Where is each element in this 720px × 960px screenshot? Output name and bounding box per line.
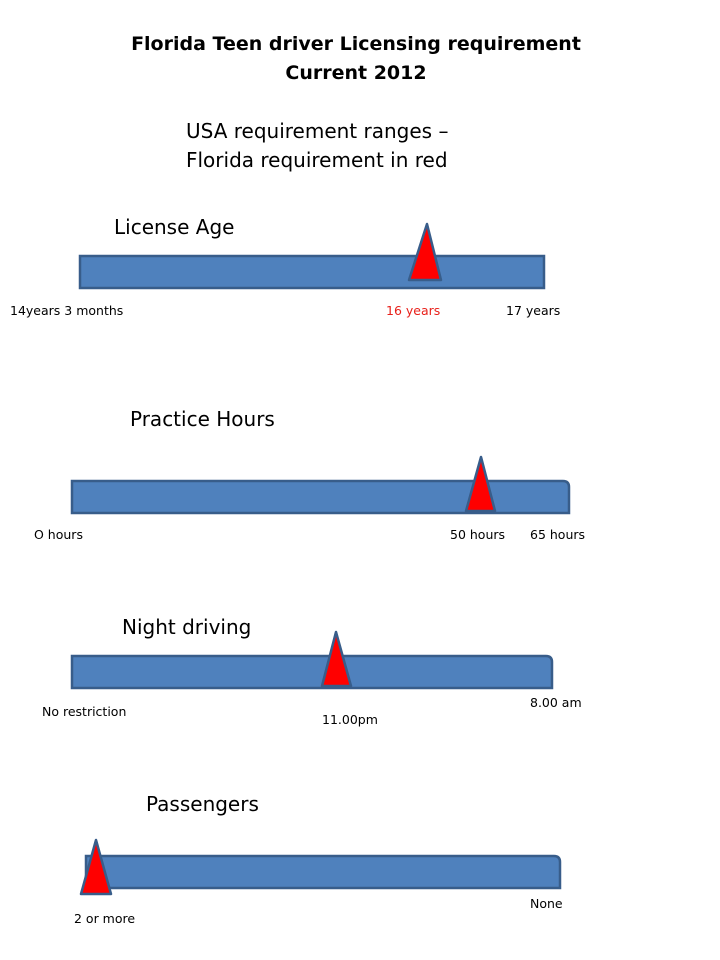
- page-title-line-2: Current 2012: [285, 62, 427, 84]
- passengers-heading: Passengers: [146, 792, 259, 816]
- practice-hours-heading: Practice Hours: [130, 407, 275, 431]
- night-driving-min-label: No restriction: [42, 704, 127, 719]
- passengers-max-label: None: [530, 896, 563, 911]
- license-age-florida-label: 16 years: [386, 303, 441, 318]
- subtitle-line-2: Florida requirement in red: [186, 148, 448, 172]
- license-age-heading: License Age: [114, 215, 235, 239]
- practice-hours-max-label: 65 hours: [530, 527, 586, 542]
- license-age-max-label: 17 years: [506, 303, 561, 318]
- night-driving-max-label: 8.00 am: [530, 695, 582, 710]
- passengers-min-label: 2 or more: [74, 911, 136, 926]
- night-driving-heading: Night driving: [122, 615, 252, 639]
- subtitle-line-1: USA requirement ranges –: [186, 119, 449, 143]
- practice-hours-florida-marker: [464, 455, 497, 513]
- license-age-min-label: 14years 3 months: [10, 303, 124, 318]
- passengers-bar: [84, 854, 562, 890]
- night-driving-florida-label: 11.00pm: [322, 712, 378, 727]
- license-age-florida-marker: [407, 222, 443, 282]
- passengers-florida-marker: [79, 838, 113, 896]
- night-driving-bar: [70, 654, 554, 690]
- practice-hours-min-label: O hours: [34, 527, 83, 542]
- license-age-bar: [78, 254, 546, 290]
- night-driving-florida-marker: [320, 630, 353, 688]
- practice-hours-bar: [70, 479, 571, 515]
- practice-hours-florida-label: 50 hours: [450, 527, 506, 542]
- page-title-line-1: Florida Teen driver Licensing requiremen…: [131, 33, 581, 55]
